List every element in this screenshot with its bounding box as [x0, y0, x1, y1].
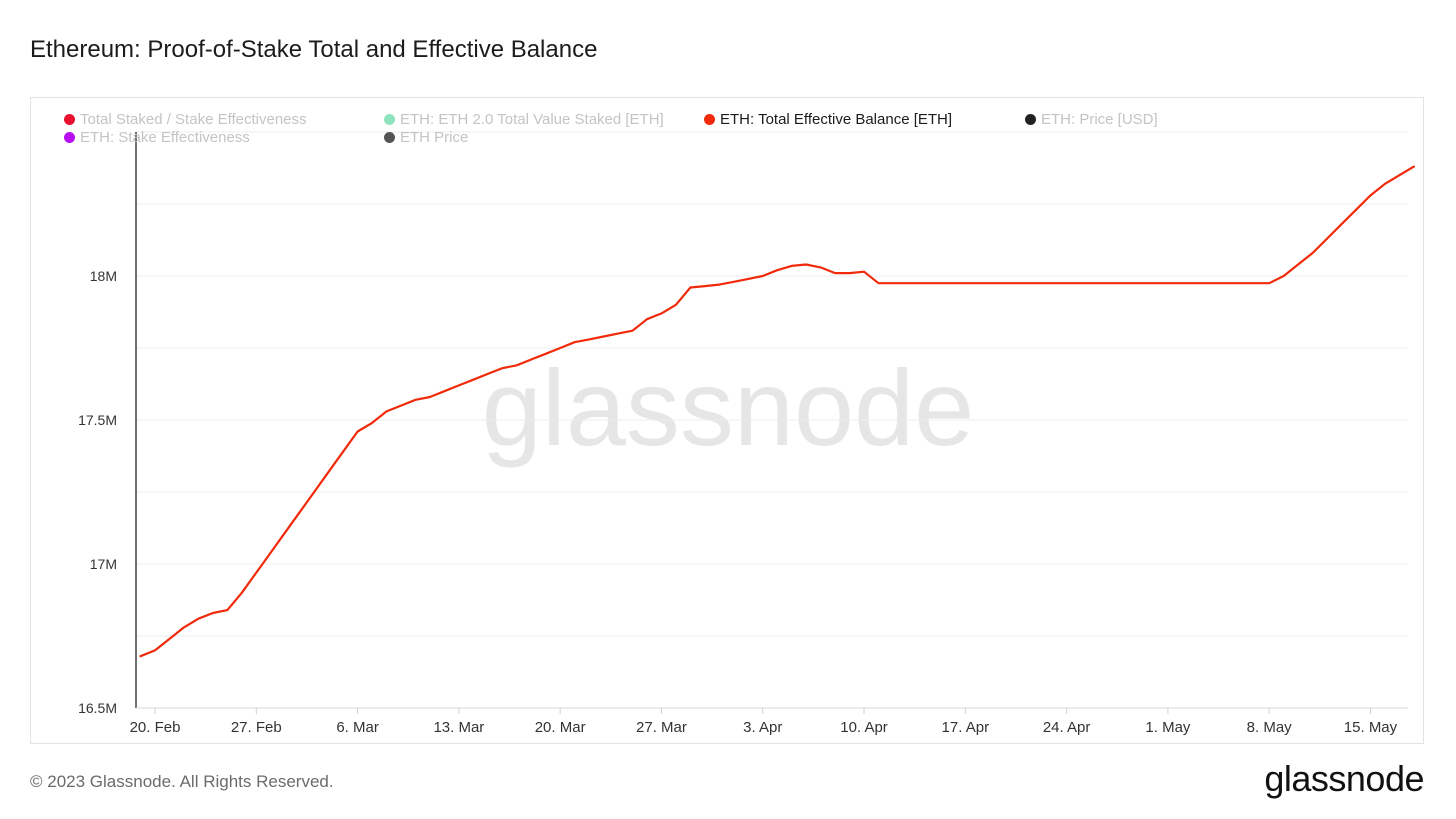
y-tick-label: 17M — [90, 556, 117, 572]
x-tick-label: 27. Mar — [636, 719, 687, 736]
legend-dot-icon — [64, 114, 75, 125]
x-tick-label: 17. Apr — [942, 719, 990, 736]
y-tick-label: 18M — [90, 268, 117, 284]
legend-item-eth-price-usd[interactable]: ETH: Price [USD] — [1025, 111, 1158, 128]
y-tick-label: 16.5M — [78, 700, 117, 716]
series-line — [139, 165, 1416, 658]
x-tick-label: 13. Mar — [433, 719, 484, 736]
legend-dot-icon — [1025, 114, 1036, 125]
watermark: glassnode — [482, 347, 974, 468]
x-tick-label: 20. Feb — [130, 719, 181, 736]
x-tick-label: 27. Feb — [231, 719, 282, 736]
legend-item-eth-price[interactable]: ETH Price — [384, 129, 468, 146]
x-tick-label: 20. Mar — [535, 719, 586, 736]
legend-label: ETH: ETH 2.0 Total Value Staked [ETH] — [400, 111, 664, 128]
legend-dot-icon — [384, 114, 395, 125]
x-tick-label: 6. Mar — [336, 719, 379, 736]
x-tick-label: 15. May — [1344, 719, 1398, 736]
x-tick-label: 10. Apr — [840, 719, 888, 736]
copyright-footer: © 2023 Glassnode. All Rights Reserved. — [30, 772, 334, 791]
x-tick-label: 3. Apr — [743, 719, 782, 736]
legend-label: ETH Price — [400, 129, 469, 146]
x-tick-label: 8. May — [1247, 719, 1293, 736]
x-tick-label: 1. May — [1145, 719, 1191, 736]
chart-container — [30, 97, 1424, 744]
legend-item-total-effective-balance[interactable]: ETH: Total Effective Balance [ETH] — [704, 111, 952, 128]
legend-dot-icon — [704, 114, 715, 125]
legend-dot-icon — [384, 132, 395, 143]
legend-label: Total Staked / Stake Effectiveness — [80, 111, 307, 128]
legend-item-total-staked[interactable]: Total Staked / Stake Effectiveness — [64, 111, 307, 128]
legend-label: ETH: Total Effective Balance [ETH] — [720, 111, 953, 128]
legend-item-stake-effectiveness[interactable]: ETH: Stake Effectiveness — [64, 129, 250, 146]
y-tick-label: 17.5M — [78, 412, 117, 428]
legend-dot-icon — [64, 132, 75, 143]
legend-item-total-value-staked[interactable]: ETH: ETH 2.0 Total Value Staked [ETH] — [384, 111, 664, 128]
legend-label: ETH: Price [USD] — [1041, 111, 1158, 128]
legend-label: ETH: Stake Effectiveness — [80, 129, 250, 146]
brand-logo: glassnode — [1264, 758, 1424, 799]
x-tick-label: 24. Apr — [1043, 719, 1091, 736]
chart-title: Ethereum: Proof-of-Stake Total and Effec… — [30, 36, 598, 63]
